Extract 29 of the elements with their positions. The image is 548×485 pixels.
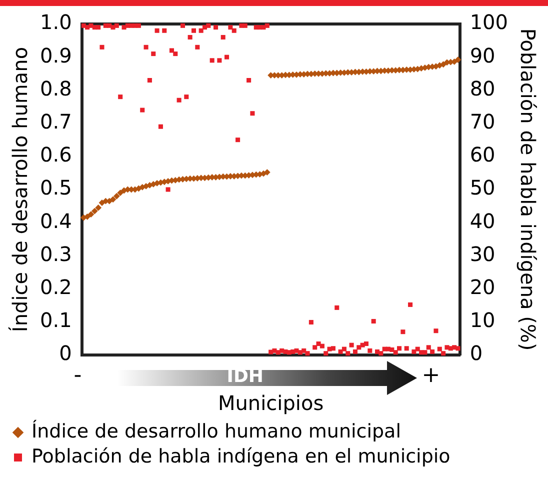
y2-tick-label: 60 xyxy=(470,142,496,167)
y-tick-label: 0.4 xyxy=(40,208,72,233)
y-tick-label: 0.2 xyxy=(40,275,72,300)
y2-axis-title: Población de habla indígena (%) xyxy=(516,28,540,351)
y2-tick-label: 10 xyxy=(470,308,496,332)
x-axis-title: Municipios xyxy=(218,391,324,416)
y-tick-label: 0 xyxy=(59,341,72,366)
y2-tick-label: 40 xyxy=(470,208,496,233)
y2-tick-label: 70 xyxy=(470,110,496,134)
legend-label: Población de habla indígena en el municipio xyxy=(32,445,450,468)
y-tick-label: 0.6 xyxy=(40,142,72,167)
text: + xyxy=(422,363,440,388)
y-tick-label: 0.5 xyxy=(40,176,72,200)
y2-tick-label: 90 xyxy=(470,43,496,68)
legend-label: Índice de desarrollo humano municipal xyxy=(32,419,401,442)
y2-tick-label: 30 xyxy=(470,242,496,266)
text: - xyxy=(74,363,82,388)
y-tick-label: 0.1 xyxy=(40,308,72,332)
y2-tick-label: 0 xyxy=(470,341,483,366)
y2-tick-label: 100 xyxy=(470,10,508,34)
y-tick-label: 1.0 xyxy=(40,10,72,34)
y-tick-label: 0.3 xyxy=(40,242,72,266)
y2-tick-label: 20 xyxy=(470,275,496,300)
y-tick-label: 0.7 xyxy=(40,110,72,134)
y2-tick-label: 50 xyxy=(470,176,496,200)
y-tick-label: 0.9 xyxy=(40,43,72,68)
y-axis-title: Índice de desarrollo humano xyxy=(8,46,32,332)
y-tick-label: 0.8 xyxy=(40,76,72,100)
y2-tick-label: 80 xyxy=(470,76,496,100)
